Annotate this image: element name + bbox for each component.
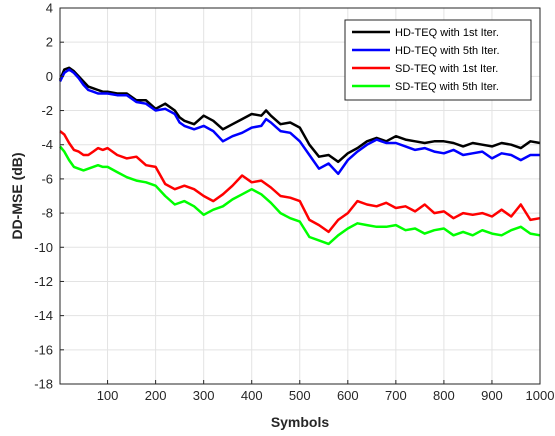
y-tick-label: 4 — [46, 1, 53, 16]
x-tick-label: 200 — [145, 388, 167, 403]
y-tick-label: 0 — [46, 69, 53, 84]
x-tick-label: 100 — [97, 388, 119, 403]
series-line-3 — [59, 130, 541, 234]
y-tick-label: -14 — [34, 308, 53, 323]
y-axis-label: DD-MSE (dB) — [9, 152, 25, 239]
y-tick-label: -2 — [41, 103, 53, 118]
series-line-2 — [58, 68, 540, 176]
y-tick-label: 2 — [46, 35, 53, 50]
legend-label-1: HD-TEQ with 1st Iter. — [395, 27, 499, 39]
series-line-1 — [58, 66, 541, 164]
x-tick-label: 400 — [241, 388, 263, 403]
series-line-4 — [59, 145, 541, 246]
axes: 100 200 300 400 500 600 700 800 900 1000 -18 -16 -14… — [34, 1, 554, 404]
y-tick-label: -12 — [34, 274, 53, 289]
series-lines — [58, 66, 541, 246]
x-tick-label: 500 — [289, 388, 311, 403]
x-tick-label: 800 — [433, 388, 455, 403]
x-tick-label: 900 — [481, 388, 503, 403]
y-tick-label: -4 — [41, 137, 53, 152]
y-tick-label: -6 — [41, 171, 53, 186]
x-axis-label: Symbols — [271, 414, 330, 430]
x-tick-label: 300 — [193, 388, 215, 403]
y-tick-label: -8 — [41, 206, 53, 221]
legend-label-2: HD-TEQ with 5th Iter. — [395, 45, 500, 57]
x-tick-label: 700 — [385, 388, 407, 403]
y-tick-label: -16 — [34, 342, 53, 357]
legend-label-4: SD-TEQ with 5th Iter. — [395, 81, 499, 93]
legend-label-3: SD-TEQ with 1st Iter. — [395, 63, 498, 75]
x-tick-label: 600 — [337, 388, 359, 403]
y-tick-label: -18 — [34, 377, 53, 392]
legend: HD-TEQ with 1st Iter. HD-TEQ with 5th Ite… — [344, 19, 532, 101]
y-tick-label: -10 — [34, 240, 53, 255]
x-tick-label: 1000 — [526, 388, 555, 403]
